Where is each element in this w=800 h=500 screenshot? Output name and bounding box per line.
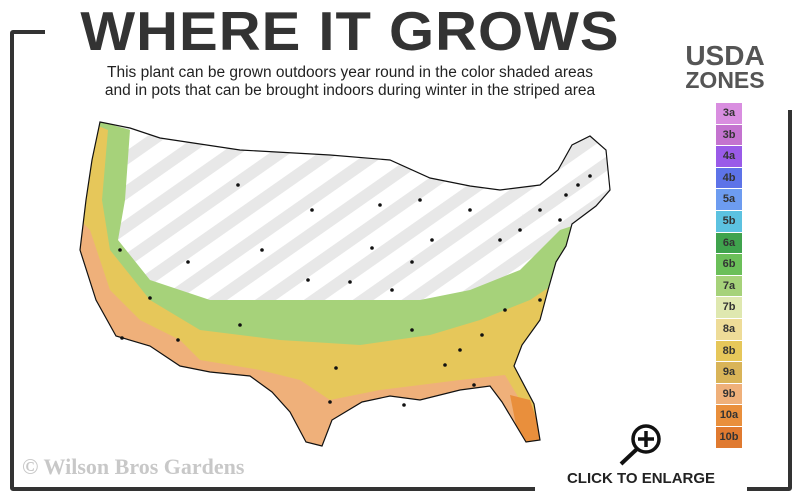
- capital-dot: [148, 296, 152, 300]
- zone-swatch-5a: 5a: [716, 189, 742, 210]
- legend-title-line: USDA: [685, 40, 765, 71]
- capital-dot: [410, 260, 414, 264]
- zone-legend: 3a 3b 4a 4b 5a 5b 6a 6b 7a 7b 8a 8b 9a 9b 10a 10b: [716, 103, 742, 449]
- zone-swatch-9a: 9a: [716, 362, 742, 383]
- legend-title-line: ZONES: [685, 67, 765, 93]
- subtitle: This plant can be grown outdoors year ro…: [40, 64, 660, 100]
- zone-swatch-10b: 10b: [716, 426, 742, 448]
- zone-swatch-9b: 9b: [716, 383, 742, 405]
- capital-dot: [430, 238, 434, 242]
- zone-swatch-7a: 7a: [716, 275, 742, 297]
- zone-swatch-6b: 6b: [716, 254, 742, 275]
- zone-swatch-5b: 5b: [716, 210, 742, 232]
- capital-dot: [538, 298, 542, 302]
- frame-gap: [535, 470, 747, 500]
- zone-swatch-4b: 4b: [716, 167, 742, 189]
- capital-dot: [410, 328, 414, 332]
- capital-dot: [238, 323, 242, 327]
- capital-dot: [390, 288, 394, 292]
- zone-swatch-10a: 10a: [716, 405, 742, 426]
- capital-dot: [480, 333, 484, 337]
- magnifier-plus-icon[interactable]: [616, 422, 666, 466]
- capital-dot: [334, 366, 338, 370]
- zone-swatch-7b: 7b: [716, 297, 742, 318]
- capital-dot: [120, 336, 124, 340]
- capital-dot: [370, 246, 374, 250]
- capital-dot: [576, 183, 580, 187]
- capital-dot: [518, 228, 522, 232]
- capital-dot: [378, 203, 382, 207]
- capital-dot: [468, 208, 472, 212]
- copyright-watermark: © Wilson Bros Gardens: [22, 454, 245, 479]
- capital-dot: [306, 278, 310, 282]
- capital-dot: [310, 208, 314, 212]
- capital-dot: [328, 400, 332, 404]
- capital-dot: [118, 248, 122, 252]
- capital-dot: [186, 260, 190, 264]
- zone-swatch-8b: 8b: [716, 340, 742, 362]
- zone-swatch-3b: 3b: [716, 124, 742, 146]
- state-capital-dots: [118, 174, 592, 407]
- capital-dot: [402, 403, 406, 407]
- capital-dot: [236, 183, 240, 187]
- capital-dot: [472, 383, 476, 387]
- zone-swatch-3a: 3a: [716, 103, 742, 124]
- subtitle-line: This plant can be grown outdoors year ro…: [107, 64, 593, 81]
- legend-title: USDA ZONES: [660, 40, 790, 93]
- capital-dot: [176, 338, 180, 342]
- capital-dot: [458, 348, 462, 352]
- page-title: WHERE IT GROWS: [55, 1, 645, 63]
- capital-dot: [503, 308, 507, 312]
- zone-swatch-4a: 4a: [716, 146, 742, 167]
- click-to-enlarge-button[interactable]: CLICK TO ENLARGE: [566, 470, 716, 487]
- frame-gap: [650, 20, 800, 110]
- capital-dot: [588, 174, 592, 178]
- capital-dot: [564, 193, 568, 197]
- capital-dot: [443, 363, 447, 367]
- capital-dot: [260, 248, 264, 252]
- capital-dot: [498, 238, 502, 242]
- capital-dot: [538, 208, 542, 212]
- capital-dot: [558, 218, 562, 222]
- capital-dot: [418, 198, 422, 202]
- zone-swatch-8a: 8a: [716, 318, 742, 340]
- subtitle-line: and in pots that can be brought indoors …: [104, 82, 596, 99]
- zone-swatch-6a: 6a: [716, 232, 742, 254]
- capital-dot: [348, 280, 352, 284]
